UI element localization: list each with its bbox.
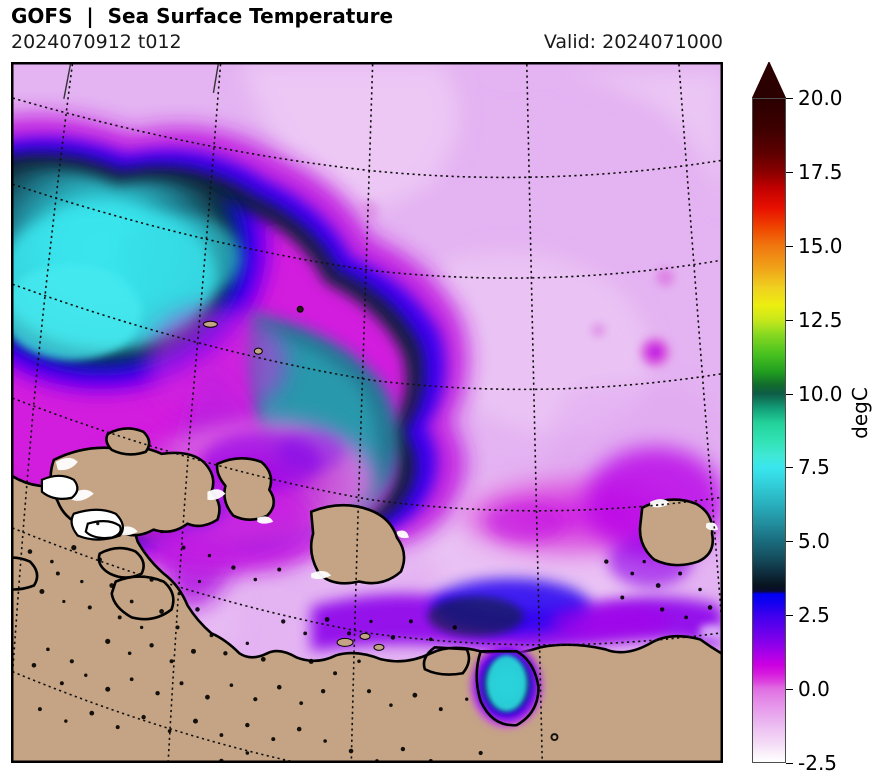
colorbar-tick-mark [786, 245, 793, 247]
colorbar-tick-mark [786, 689, 793, 691]
map-axes[interactable] [11, 62, 723, 763]
colorbar-tick-label: 7.5 [798, 455, 830, 480]
colorbar-tick-label: 5.0 [798, 529, 830, 554]
colorbar-tick-label: 12.5 [798, 307, 843, 332]
colorbar-tick-label: 0.0 [798, 677, 830, 702]
colorbar-gradient [752, 98, 786, 763]
colorbar-tick-mark [786, 763, 793, 764]
colorbar-tick-mark [786, 615, 793, 617]
sst-coastal-cold-band [311, 578, 722, 652]
map-svg [12, 63, 722, 762]
colorbar-tick-mark [786, 171, 793, 173]
sst-point-anomalies [359, 200, 675, 369]
colorbar-tick-mark [786, 319, 793, 321]
map-frame [12, 63, 722, 762]
colorbar-tick-label: -2.5 [798, 751, 838, 775]
colorbar-tick-mark [786, 541, 793, 543]
page-title: GOFS | Sea Surface Temperature [11, 4, 394, 28]
model-run-timestamp: 2024070912 t012 [11, 31, 182, 53]
colorbar-tick-mark [786, 98, 793, 99]
colorbar-tick-labels: 20.0 17.5 15.0 12.5 10.0 7.5 5.0 2.5 0.0 -2.5 [786, 62, 881, 775]
offshore-islets [202, 305, 385, 651]
colorbar-tick-label: 15.0 [798, 233, 843, 258]
sst-bay-cold-eddy [470, 644, 543, 729]
colorbar-unit-text: degC [848, 386, 872, 439]
colorbar-tick-label: 20.0 [798, 86, 843, 110]
colorbar-tick-label: 17.5 [798, 159, 843, 184]
colorbar-tick-mark [786, 393, 793, 395]
colorbar-extend-arrow [752, 62, 786, 99]
colorbar-tick-label: 10.0 [798, 381, 843, 406]
colorbar-unit-label: degC [845, 62, 875, 763]
colorbar[interactable] [752, 62, 792, 763]
colorbar-tick-label: 2.5 [798, 603, 830, 628]
bay-inlet-outline [422, 646, 540, 727]
small-lakes [27, 522, 713, 762]
land-polygons [12, 427, 722, 762]
graticule-lines [12, 63, 722, 762]
colorbar-tick-mark [786, 467, 793, 469]
valid-timestamp: Valid: 2024071000 [543, 31, 723, 53]
